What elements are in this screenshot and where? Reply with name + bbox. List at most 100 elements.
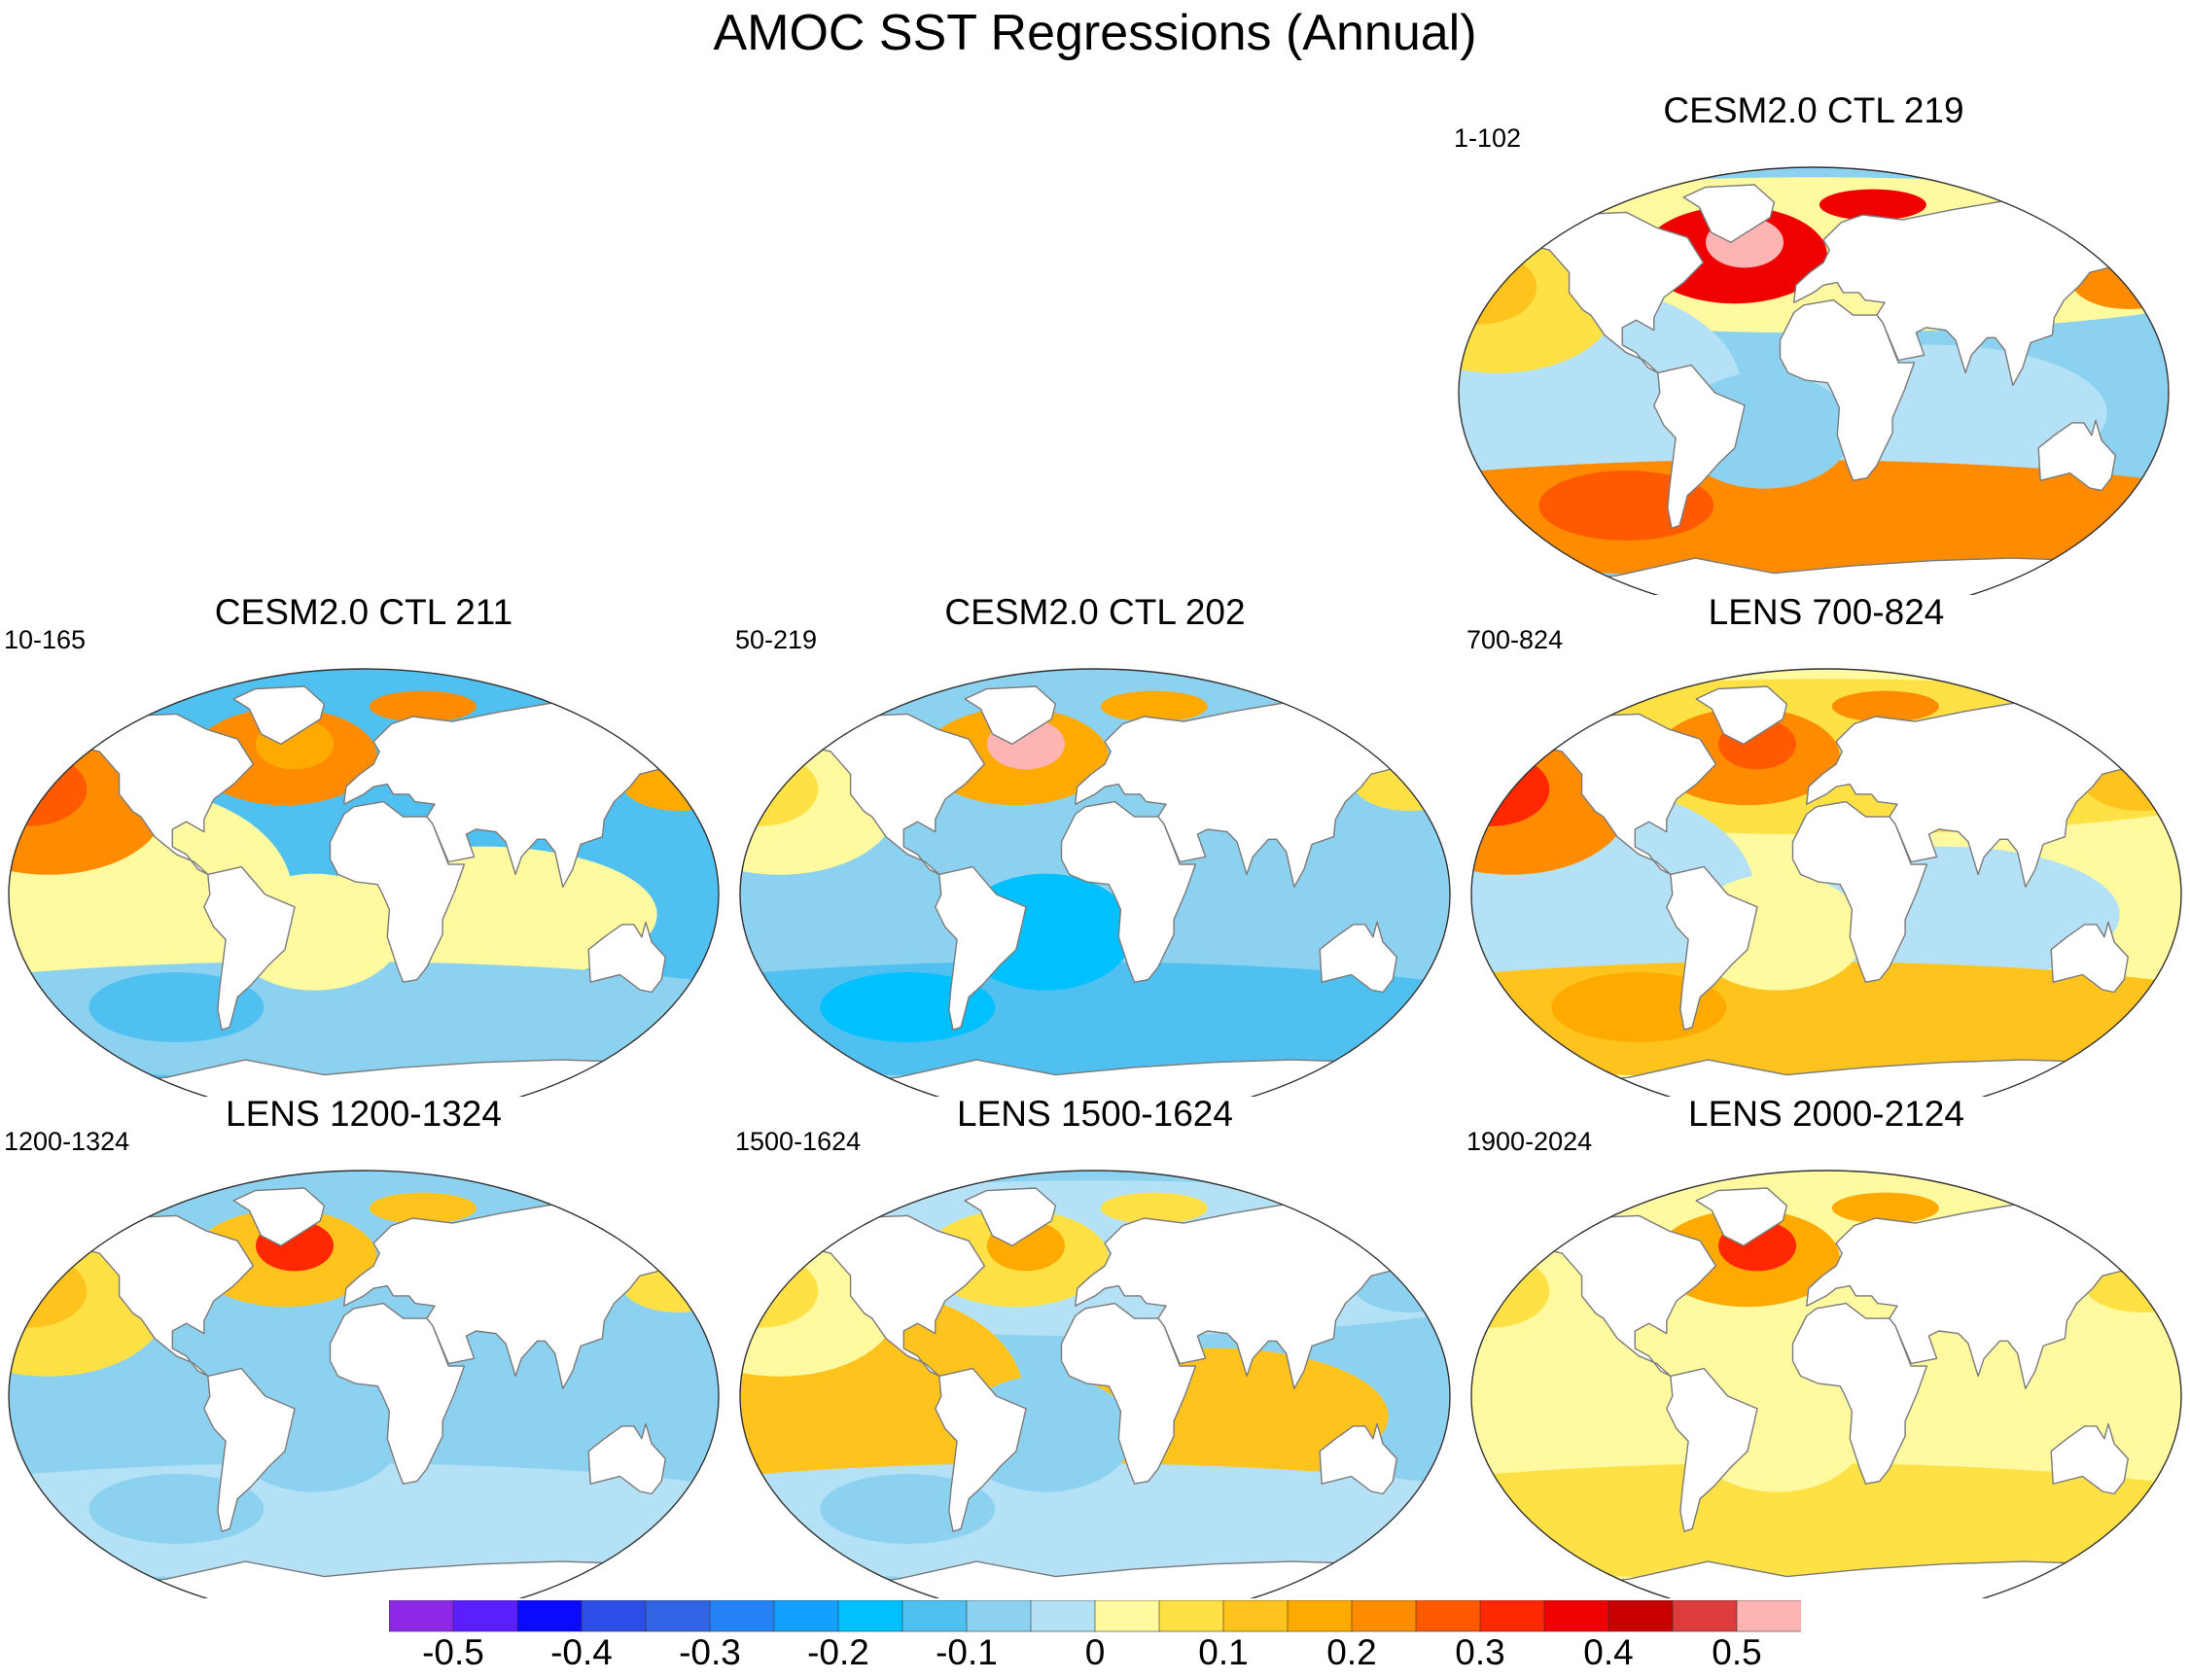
- colorbar-swatch: [966, 1600, 1032, 1632]
- australia-landmass: [587, 1422, 666, 1495]
- eurasia-landmass: [1806, 1202, 2181, 1389]
- ocean-anomaly-region: [434, 1476, 649, 1527]
- africa-landmass: [1060, 1302, 1197, 1485]
- colorbar-swatch: [1287, 1600, 1353, 1632]
- panel-title: LENS 700-824: [1708, 592, 1945, 632]
- ocean-anomaly-region: [1100, 690, 1208, 722]
- greenland-landmass: [232, 1187, 326, 1247]
- world-map: [8, 668, 720, 1097]
- panel-years: 10-165: [4, 625, 87, 654]
- world-map: [739, 668, 1451, 1097]
- ocean-anomaly-region: [1819, 189, 1926, 221]
- north-america-landmass: [31, 713, 255, 876]
- colorbar-swatch: [709, 1600, 775, 1632]
- australia-landmass: [1319, 1422, 1397, 1495]
- eurasia-landmass: [1075, 1202, 1450, 1389]
- world-map: [739, 1170, 1451, 1598]
- colorbar-tick-label: 0.4: [1583, 1632, 1634, 1672]
- colorbar: [389, 1600, 1801, 1632]
- world-map: [1470, 1170, 2182, 1598]
- south-america-landmass: [935, 865, 1027, 1031]
- greenland-landmass: [1695, 685, 1788, 746]
- panel-ctl219: CESM2.0 CTL 219 1-102: [1454, 89, 2173, 595]
- greenland-landmass: [964, 685, 1057, 746]
- colorbar-swatch: [1351, 1600, 1417, 1632]
- colorbar-swatch: [1543, 1600, 1609, 1632]
- colorbar-tick-label: -0.1: [936, 1632, 998, 1672]
- antarctica-landmass: [9, 1560, 719, 1598]
- africa-landmass: [329, 1302, 466, 1485]
- ocean-anomaly-region: [1831, 690, 1939, 722]
- map-border: [1470, 668, 2182, 1097]
- colorbar-swatch: [516, 1600, 583, 1632]
- north-america-landmass: [762, 713, 986, 876]
- eurasia-landmass: [1793, 198, 2169, 386]
- colorbar-swatch: [645, 1600, 711, 1632]
- greenland-landmass: [1682, 184, 1776, 244]
- africa-landmass: [1791, 1302, 1928, 1485]
- panel-years: 1500-1624: [735, 1127, 862, 1156]
- world-map: [1470, 668, 2182, 1097]
- panel-years: 1900-2024: [1466, 1127, 1593, 1156]
- map-border: [739, 668, 1451, 1097]
- south-america-landmass: [203, 865, 296, 1031]
- ocean-anomaly-region: [1896, 974, 2111, 1026]
- antarctica-landmass: [740, 1059, 1450, 1097]
- australia-landmass: [1319, 921, 1397, 994]
- south-america-landmass: [1653, 364, 1746, 529]
- africa-landmass: [1060, 800, 1197, 983]
- panel-years: 50-219: [735, 625, 818, 654]
- ocean-anomaly-region: [1165, 974, 1380, 1026]
- panel-years: 1-102: [1454, 123, 1522, 153]
- south-america-landmass: [1666, 865, 1758, 1031]
- australia-landmass: [2050, 921, 2129, 994]
- panel-lens1200: LENS 1200-1324 1200-1324: [4, 1093, 724, 1598]
- map-border: [739, 1170, 1451, 1598]
- north-america-landmass: [1481, 211, 1705, 374]
- north-america-landmass: [1494, 713, 1717, 876]
- colorbar-swatch: [452, 1600, 518, 1632]
- panel-title: LENS 1200-1324: [226, 1094, 502, 1134]
- colorbar-swatch: [389, 1600, 454, 1632]
- south-america-landmass: [203, 1367, 296, 1532]
- colorbar-tick-label: 0.5: [1712, 1632, 1762, 1672]
- panel-ctl202: CESM2.0 CTL 202 50-219: [735, 591, 1455, 1097]
- antarctica-landmass: [1471, 1059, 2181, 1097]
- figure-title: AMOC SST Regressions (Annual): [713, 5, 1477, 61]
- south-america-landmass: [1666, 1367, 1758, 1532]
- panel-ctl211: CESM2.0 CTL 211 10-165: [4, 591, 724, 1097]
- africa-landmass: [1791, 800, 1928, 983]
- colorbar-swatch: [1030, 1600, 1096, 1632]
- panel-title: CESM2.0 CTL 202: [944, 592, 1246, 632]
- map-border: [1470, 1170, 2182, 1598]
- colorbar-labels: -0.5 -0.4 -0.3 -0.2 -0.1 0 0.1 0.2 0.3 0.4 0.5: [0, 1631, 2190, 1680]
- colorbar-swatch: [1672, 1600, 1738, 1632]
- africa-landmass: [329, 800, 466, 983]
- eurasia-landmass: [1806, 700, 2181, 888]
- panel-title: CESM2.0 CTL 211: [214, 592, 513, 632]
- eurasia-landmass: [343, 700, 719, 888]
- ocean-anomaly-region: [369, 1192, 477, 1224]
- map-border: [8, 1170, 720, 1598]
- antarctica-landmass: [9, 1059, 719, 1097]
- ocean-anomaly-region: [1896, 1476, 2111, 1527]
- colorbar-tick-label: 0: [1084, 1632, 1106, 1672]
- eurasia-landmass: [1075, 700, 1450, 888]
- panel-title: LENS 2000-2124: [1688, 1094, 1964, 1134]
- colorbar-tick-label: 0.3: [1455, 1632, 1505, 1672]
- colorbar-swatch: [1222, 1600, 1289, 1632]
- north-america-landmass: [1494, 1214, 1717, 1378]
- north-america-landmass: [762, 1214, 986, 1378]
- colorbar-tick-label: -0.3: [679, 1632, 741, 1672]
- ocean-anomaly-region: [1100, 1192, 1208, 1224]
- africa-landmass: [1779, 298, 1916, 481]
- colorbar-swatch: [1607, 1600, 1674, 1632]
- ocean-anomaly-region: [1165, 1476, 1380, 1527]
- greenland-landmass: [964, 1187, 1057, 1247]
- panel-lens1500: LENS 1500-1624 1500-1624: [735, 1093, 1455, 1598]
- colorbar-tick-label: -0.5: [422, 1632, 484, 1672]
- map-border: [8, 668, 720, 1097]
- greenland-landmass: [232, 685, 326, 746]
- australia-landmass: [2037, 419, 2116, 492]
- colorbar-swatch: [1094, 1600, 1160, 1632]
